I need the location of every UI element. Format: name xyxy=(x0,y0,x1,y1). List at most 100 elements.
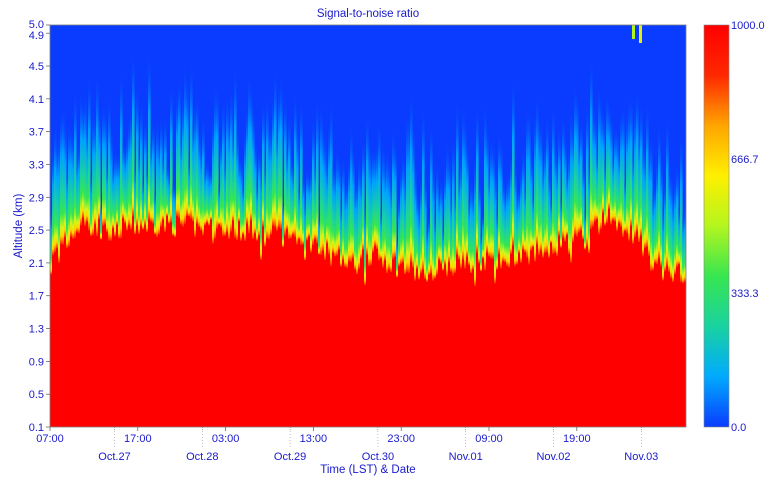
heatmap-column-gradient xyxy=(570,106,573,264)
heatmap-column-gradient xyxy=(350,124,353,263)
heatmap-column-gradient xyxy=(506,174,509,267)
heatmap-column-saturated xyxy=(356,274,359,427)
heatmap-column-gradient xyxy=(252,105,255,240)
heatmap-column-gradient xyxy=(594,112,597,222)
heatmap-column-saturated xyxy=(288,239,291,427)
heatmap-column-saturated xyxy=(108,240,111,427)
heatmap-column-saturated xyxy=(564,241,567,427)
heatmap-column-gradient xyxy=(314,156,317,240)
heatmap-column-saturated xyxy=(636,231,639,427)
heatmap-column-gradient xyxy=(166,161,169,217)
heatmap-column-gradient xyxy=(662,205,665,281)
heatmap-column-gradient xyxy=(604,158,607,226)
heatmap-column-saturated xyxy=(84,226,87,427)
heatmap-column-saturated xyxy=(598,234,601,427)
heatmap-column-saturated xyxy=(546,252,549,427)
heatmap-column-gradient xyxy=(66,164,69,249)
x-date-label: Oct.28 xyxy=(186,451,218,463)
heatmap-column-gradient xyxy=(316,99,319,244)
heatmap-column-saturated xyxy=(482,258,485,427)
heatmap-column-gradient xyxy=(414,161,417,281)
heatmap-column-saturated xyxy=(278,227,281,427)
heatmap-column-saturated xyxy=(662,280,665,427)
heatmap-column-gradient xyxy=(450,189,453,272)
heatmap-column-gradient xyxy=(610,113,613,225)
x-date-label: Nov.02 xyxy=(536,451,570,463)
heatmap-column-saturated xyxy=(180,224,183,427)
heatmap-column-saturated xyxy=(214,238,217,427)
heatmap-column-gradient xyxy=(656,156,659,265)
heatmap-column-gradient xyxy=(246,103,249,224)
heatmap-column-saturated xyxy=(462,259,465,427)
heatmap-column-gradient xyxy=(84,93,87,227)
heatmap-column-saturated xyxy=(526,257,529,427)
heatmap-plot-area xyxy=(50,25,686,427)
heatmap-column-saturated xyxy=(562,237,565,427)
heatmap-column-gradient xyxy=(420,175,423,274)
heatmap-column-saturated xyxy=(318,254,321,427)
heatmap-column-saturated xyxy=(120,238,123,427)
heatmap-column-gradient xyxy=(462,105,465,260)
heatmap-column-gradient xyxy=(556,155,559,257)
heatmap-column-gradient xyxy=(206,159,209,223)
heatmap-column-saturated xyxy=(366,255,369,427)
heatmap-column-saturated xyxy=(418,279,421,427)
heatmap-column-gradient xyxy=(642,133,645,257)
heatmap-column-saturated xyxy=(512,245,515,427)
heatmap-column-saturated xyxy=(594,221,597,427)
heatmap-column-gradient xyxy=(162,152,165,220)
heatmap-column-saturated xyxy=(82,217,85,427)
heatmap-column-saturated xyxy=(386,273,389,427)
heatmap-column-saturated xyxy=(152,223,155,427)
heatmap-column-gradient xyxy=(248,72,251,234)
heatmap-column-gradient xyxy=(334,164,337,257)
heatmap-column-gradient xyxy=(650,134,653,272)
heatmap-column-gradient xyxy=(386,147,389,274)
heatmap-column-gradient xyxy=(92,110,95,236)
heatmap-column-gradient xyxy=(262,101,265,227)
heatmap-column-saturated xyxy=(282,247,285,427)
x-date-label: Nov.01 xyxy=(449,451,483,463)
heatmap-column-saturated xyxy=(678,264,681,427)
heatmap-column-gradient xyxy=(644,147,647,248)
heatmap-column-gradient xyxy=(654,181,657,264)
heatmap-column-saturated xyxy=(584,249,587,427)
heatmap-column-saturated xyxy=(536,244,539,427)
heatmap-column-saturated xyxy=(368,266,371,427)
heatmap-column-gradient xyxy=(60,108,63,245)
heatmap-column-saturated xyxy=(680,282,683,427)
heatmap-column-saturated xyxy=(292,234,295,427)
heatmap-column-saturated xyxy=(62,244,65,427)
heatmap-column-gradient xyxy=(148,52,151,220)
heatmap-column-saturated xyxy=(510,254,513,427)
heatmap-column-saturated xyxy=(136,225,139,427)
heatmap-column-gradient xyxy=(590,55,593,230)
heatmap-column-saturated xyxy=(576,236,579,427)
heatmap-column-saturated xyxy=(624,231,627,427)
y-axis: 0.1 0.5 0.9 1.3 1.7 2.1 2.5 2.9 3.3 3.7 4.1 4.5 4.95… xyxy=(29,19,50,434)
heatmap-column-saturated xyxy=(188,216,191,427)
heatmap-column-gradient xyxy=(224,153,227,237)
heatmap-column-gradient xyxy=(282,200,285,248)
heatmap-column-gradient xyxy=(106,158,109,232)
heatmap-column-saturated xyxy=(522,249,525,427)
heatmap-column-saturated xyxy=(370,265,373,427)
heatmap-column-saturated xyxy=(618,223,621,427)
heatmap-column-gradient xyxy=(664,178,667,272)
heatmap-column-saturated xyxy=(524,252,527,427)
heatmap-column-gradient xyxy=(530,149,533,251)
heatmap-column-gradient xyxy=(212,113,215,244)
heatmap-column-saturated xyxy=(422,270,425,427)
heatmap-column-gradient xyxy=(264,155,267,247)
heatmap-column-saturated xyxy=(586,246,589,427)
heatmap-column-saturated xyxy=(270,234,273,427)
y-tick-label: 3.3 xyxy=(29,159,44,171)
heatmap-column-gradient xyxy=(562,114,565,238)
heatmap-column-gradient xyxy=(266,95,269,239)
heatmap-column-saturated xyxy=(334,256,337,427)
y-tick-label: 4.9 xyxy=(29,30,44,42)
heatmap-column-gradient xyxy=(136,86,139,226)
heatmap-column-gradient xyxy=(328,121,331,255)
x-date-label: Oct.27 xyxy=(98,451,130,463)
heatmap-column-gradient xyxy=(70,126,73,237)
